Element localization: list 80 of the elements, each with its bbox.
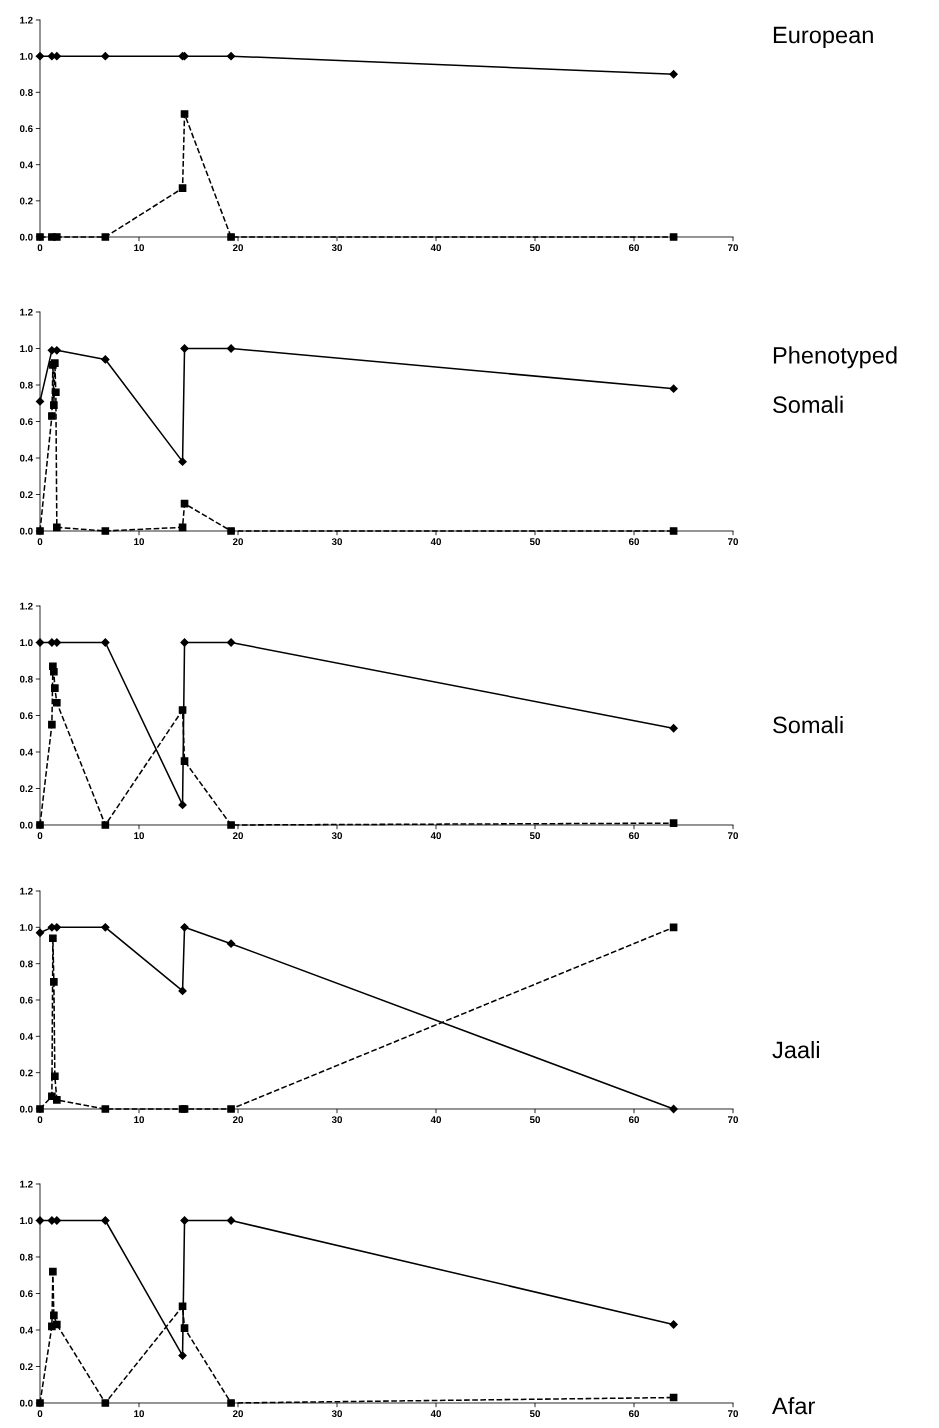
x-tick-label: 10 <box>134 1116 145 1124</box>
y-tick-label: 0.2 <box>19 1363 33 1371</box>
y-tick-label: 0.4 <box>19 1033 33 1040</box>
y-tick-label: 0.4 <box>19 161 33 169</box>
x-tick-label: 10 <box>134 244 145 252</box>
text: Afar <box>772 1397 815 1415</box>
y-tick-label: 0.4 <box>19 454 33 462</box>
x-tick-label: 30 <box>331 538 343 546</box>
x-tick-label: 20 <box>232 832 244 840</box>
x-tick-label: 20 <box>232 244 244 252</box>
x-tick-label: 40 <box>430 832 442 840</box>
y-tick-label: 0.0 <box>19 1399 33 1407</box>
y-tick-label: 1.0 <box>20 345 33 353</box>
x-tick-label: 0 <box>37 538 43 546</box>
y-tick-label: 1.0 <box>20 639 33 647</box>
x-tick-label: 60 <box>628 1410 640 1418</box>
y-tick-label: 1.2 <box>20 308 33 316</box>
x-tick-label: 0 <box>37 244 43 252</box>
x-tick-label: 10 <box>134 538 145 546</box>
x-tick-label: 70 <box>728 1410 739 1418</box>
y-tick-label: 0.6 <box>19 418 33 426</box>
y-tick-label: 0.2 <box>19 197 33 205</box>
x-tick-label: 50 <box>529 538 541 546</box>
y-tick-label: 0.0 <box>19 821 33 829</box>
x-tick-label: 20 <box>232 1410 244 1418</box>
x-tick-label: 40 <box>430 538 442 546</box>
x-tick-label: 40 <box>430 1410 442 1418</box>
text: Jaali <box>772 1040 819 1059</box>
y-tick-label: 1.0 <box>20 924 33 931</box>
y-tick-label: 0.8 <box>19 381 33 389</box>
x-tick-label: 20 <box>232 538 244 546</box>
x-tick-label: 30 <box>331 832 343 840</box>
y-tick-label: 1.2 <box>20 1180 33 1188</box>
y-tick-label: 0.0 <box>19 527 33 535</box>
x-tick-label: 60 <box>628 538 640 546</box>
y-tick-label: 0.0 <box>19 233 33 241</box>
x-tick-label: 30 <box>331 244 343 252</box>
y-tick-label: 0.2 <box>19 785 33 793</box>
x-tick-label: 70 <box>728 832 739 840</box>
y-tick-label: 1.2 <box>20 887 33 895</box>
y-tick-label: 0.0 <box>19 1105 33 1113</box>
y-tick-label: 0.8 <box>19 960 33 968</box>
y-tick-label: 0.6 <box>19 712 33 720</box>
y-tick-label: 0.8 <box>19 675 33 683</box>
y-tick-label: 1.0 <box>20 1217 33 1225</box>
x-tick-label: 0 <box>37 832 43 840</box>
y-tick-label: 1.2 <box>20 602 33 610</box>
x-tick-label: 40 <box>430 1116 442 1124</box>
y-tick-label: 0.8 <box>19 89 33 96</box>
y-tick-label: 0.2 <box>19 1069 33 1077</box>
x-tick-label: 0 <box>37 1410 43 1418</box>
y-tick-label: 1.2 <box>20 16 33 24</box>
x-tick-label: 60 <box>628 832 640 840</box>
x-tick-label: 70 <box>728 1116 739 1124</box>
x-tick-label: 0 <box>37 1116 43 1124</box>
x-tick-label: 70 <box>728 244 739 252</box>
y-tick-label: 1.0 <box>20 52 33 60</box>
x-tick-label: 10 <box>134 1410 145 1418</box>
y-tick-label: 0.6 <box>19 1290 33 1298</box>
x-tick-label: 30 <box>331 1116 343 1124</box>
x-tick-label: 30 <box>331 1410 343 1418</box>
x-tick-label: 50 <box>529 1116 541 1124</box>
x-tick-label: 50 <box>529 1410 541 1418</box>
y-tick-label: 0.6 <box>19 996 33 1004</box>
x-tick-label: 50 <box>529 832 541 840</box>
x-tick-label: 60 <box>628 244 640 252</box>
y-tick-label: 0.4 <box>19 1326 33 1334</box>
x-tick-label: 40 <box>430 244 442 252</box>
text: Somali <box>773 715 843 734</box>
x-tick-label: 60 <box>628 1116 640 1124</box>
y-tick-label: 0.8 <box>19 1253 33 1261</box>
x-tick-label: 20 <box>232 1116 244 1124</box>
y-tick-label: 0.6 <box>19 125 33 133</box>
text: European <box>773 26 873 48</box>
x-tick-label: 10 <box>134 832 145 840</box>
y-tick-label: 0.4 <box>19 748 33 756</box>
y-tick-label: 0.2 <box>19 491 33 499</box>
x-tick-label: 50 <box>529 244 541 252</box>
text: Phenotyped Somali <box>773 346 897 414</box>
x-tick-label: 70 <box>728 538 739 546</box>
